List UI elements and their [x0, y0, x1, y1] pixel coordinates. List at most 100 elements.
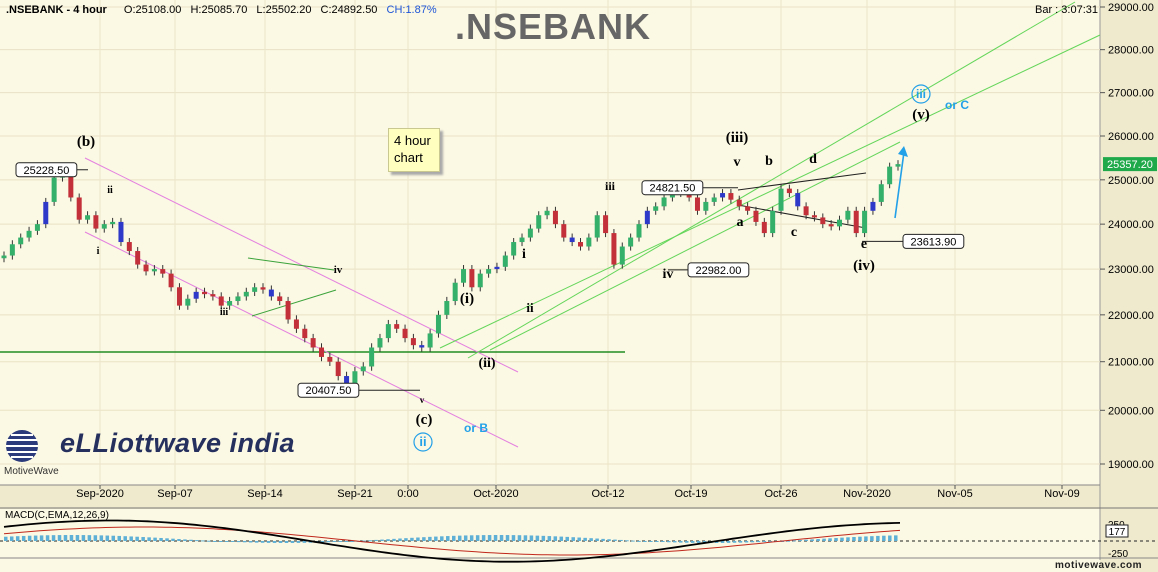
macd-histogram-bar — [242, 541, 247, 543]
macd-histogram-bar — [344, 541, 348, 542]
macd-histogram-bar — [487, 535, 492, 541]
x-tick-label: Nov-05 — [937, 488, 972, 500]
x-tick-label: Sep-2020 — [76, 488, 124, 500]
wave-label: ii — [526, 300, 534, 315]
x-tick-label: Nov-09 — [1044, 488, 1079, 500]
wave-label: v — [420, 395, 425, 405]
macd-histogram-bar — [260, 541, 265, 543]
macd-histogram-bar — [493, 535, 498, 541]
macd-histogram-bar — [51, 535, 56, 541]
candle-body — [68, 171, 74, 198]
macd-histogram-bar — [643, 541, 647, 542]
callout-box — [15, 162, 78, 178]
x-tick-label: Sep-07 — [157, 488, 192, 500]
wave-label: (ii) — [478, 356, 495, 371]
macd-histogram-bar — [219, 541, 223, 542]
macd-histogram-bar — [631, 540, 635, 542]
macd-histogram-bar — [225, 541, 229, 542]
candle-body — [260, 287, 266, 290]
macd-histogram-bar — [876, 535, 880, 541]
wave-label: (iii) — [726, 130, 749, 146]
macd-histogram-bar — [398, 538, 402, 541]
candle-body — [511, 242, 517, 256]
macd-histogram-bar — [625, 540, 629, 542]
macd-histogram-bar — [452, 535, 456, 541]
macd-histogram-bar — [368, 540, 372, 542]
macd-histogram-bar — [619, 539, 623, 541]
candle-body — [569, 237, 575, 243]
callout-label: 20407.50 — [305, 385, 351, 397]
candle-body — [669, 193, 675, 198]
candle-body — [185, 298, 191, 306]
y-tick-label: 29000.00 — [1108, 2, 1154, 14]
macd-histogram-bar — [284, 541, 289, 543]
candle-body — [694, 197, 700, 211]
macd-histogram-bar — [828, 538, 832, 541]
macd-histogram-bar — [810, 539, 814, 541]
macd-histogram-bar — [81, 535, 86, 541]
macd-histogram-bar — [649, 541, 653, 542]
green-channel-outer — [467, 1, 1076, 359]
candle-body — [210, 294, 216, 297]
macd-histogram-bar — [655, 541, 659, 542]
macd-histogram-bar — [888, 535, 892, 541]
candle-body — [786, 188, 792, 194]
candle-body — [419, 345, 425, 348]
candle-body — [193, 291, 199, 299]
candle-body — [310, 338, 316, 348]
candle-body — [644, 210, 650, 225]
macd-histogram-bar — [661, 541, 665, 543]
macd-line — [3, 519, 901, 563]
candle-body — [268, 289, 274, 297]
price-callouts: 25228.50 24821.50 22982.00 23613.90 20407.50 — [15, 162, 965, 398]
candle-body — [536, 215, 542, 229]
brand-sub: MotiveWave — [4, 466, 59, 477]
wave-label: (v) — [912, 107, 930, 123]
triangle-lower — [251, 289, 337, 317]
candle-body — [519, 237, 525, 243]
last-price-label: 25357.20 — [1107, 159, 1153, 171]
candle-body — [594, 215, 600, 238]
wave-label: a — [737, 215, 744, 230]
macd-histogram-bar — [720, 541, 725, 543]
macd-histogram-bar — [667, 541, 671, 543]
macd-histogram-bar — [434, 536, 438, 541]
callout-box — [687, 262, 750, 278]
x-tick-label: Oct-26 — [764, 488, 797, 500]
wave-label: ii — [107, 185, 113, 196]
wave-label: or B — [464, 421, 488, 435]
candle-body — [811, 215, 817, 218]
macd-histogram-bar — [159, 537, 163, 541]
macd-histogram-bar — [99, 535, 104, 541]
candle-body — [385, 324, 391, 339]
close-value: C:24892.50 — [320, 4, 378, 16]
y-tick-label: 23000.00 — [1108, 264, 1154, 276]
macd-histogram-bar — [177, 539, 181, 541]
candle-body — [143, 264, 149, 272]
macd-histogram-bar — [595, 538, 599, 541]
candle-body — [335, 361, 341, 377]
candle-body — [544, 210, 550, 216]
macd-histogram-bar — [469, 535, 474, 541]
macd-histogram-bar — [350, 541, 354, 542]
macd-histogram-bar — [583, 537, 587, 541]
candle-body — [135, 251, 141, 265]
wave-label: i — [97, 246, 100, 257]
globe-logo-icon — [6, 430, 38, 462]
candle-body — [745, 206, 751, 211]
macd-histogram-bar — [852, 536, 856, 541]
macd-histogram-bar — [673, 541, 677, 543]
candle-body — [85, 215, 91, 220]
macd-histogram-bar — [870, 536, 874, 541]
candle-body — [427, 333, 433, 348]
wave-label: ii — [419, 434, 426, 449]
candle-body — [502, 255, 508, 267]
macd-histogram-bar — [553, 536, 558, 541]
x-tick-label: Sep-21 — [337, 488, 372, 500]
trend-channels — [0, 1, 1101, 448]
green-channel-upper — [439, 34, 1101, 349]
symbol-label: .NSEBANK - 4 hour — [6, 4, 107, 16]
candle-body — [235, 296, 241, 302]
macd-histogram-bar — [505, 535, 510, 541]
timeframe-note[interactable]: 4 hour chart — [388, 128, 440, 172]
